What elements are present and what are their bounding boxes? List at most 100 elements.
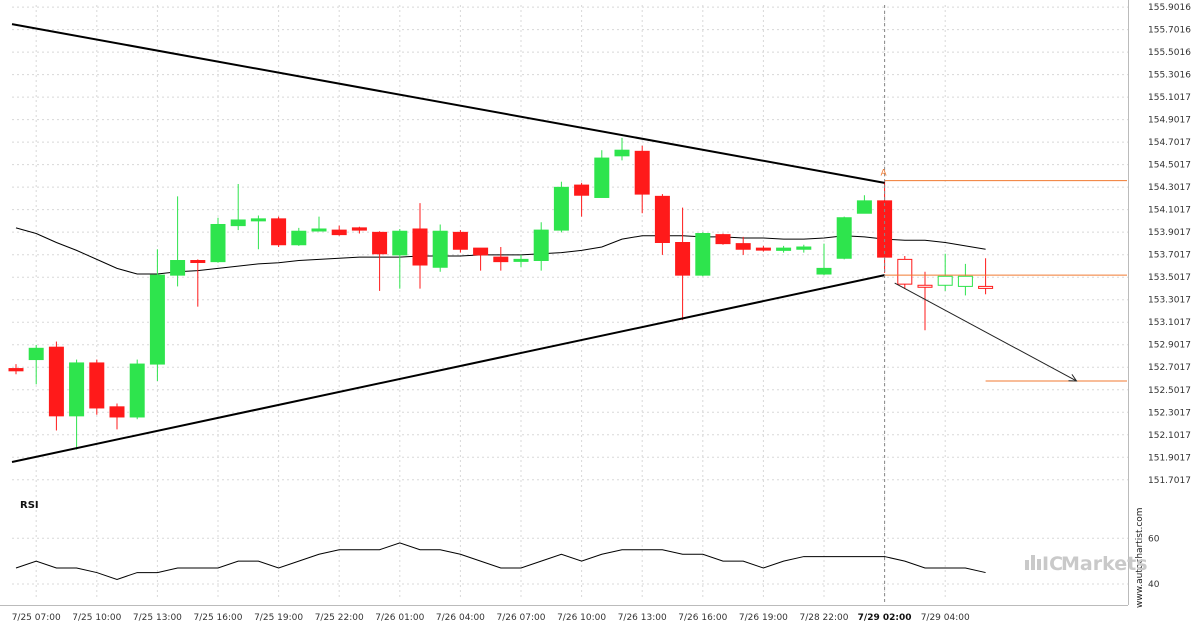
candle-body: [311, 228, 327, 232]
candle-body: [432, 230, 448, 268]
candle-body: [190, 260, 206, 264]
brand-bar-1: [1025, 560, 1029, 570]
candle-body: [271, 218, 287, 246]
projection-arrow-head: [1068, 374, 1078, 382]
candle-body: [28, 347, 44, 361]
candle-body: [594, 157, 610, 198]
candle-body: [48, 346, 64, 417]
candle-body: [675, 242, 691, 276]
x-tick-label: 7/29 04:00: [921, 613, 970, 623]
projection-arrow-line: [894, 282, 1077, 382]
brand-bar-2: [1031, 555, 1035, 570]
candle-body: [574, 184, 590, 196]
candle-body: [149, 274, 165, 365]
rsi-line: [15, 542, 986, 580]
y-tick-label: 152.1017: [1148, 431, 1191, 441]
x-tick-label: 7/26 01:00: [375, 613, 424, 623]
candle-body: [129, 363, 145, 418]
y-tick-label: 153.3017: [1148, 296, 1191, 306]
rsi-panel: RSI 60 40: [12, 500, 1160, 590]
y-tick-label: 152.5017: [1148, 386, 1191, 396]
y-tick-label: 154.7017: [1148, 138, 1191, 148]
candle-body: [614, 149, 630, 157]
brand-ic: IC: [1042, 553, 1063, 575]
candle-body: [69, 362, 85, 417]
x-tick-label: 7/25 19:00: [254, 613, 303, 623]
candle-body: [331, 229, 347, 236]
candle-body: [8, 368, 24, 372]
x-tick-label: 7/26 04:00: [436, 613, 485, 623]
x-tick-label: 7/25 16:00: [193, 613, 242, 623]
x-tick-label: 7/28 22:00: [799, 613, 848, 623]
candle-body: [755, 247, 771, 251]
x-tick-label: 7/26 13:00: [618, 613, 667, 623]
candle-body: [978, 285, 994, 289]
candle-body: [937, 275, 953, 286]
x-tick-label: 7/25 22:00: [315, 613, 364, 623]
y-tick-label: 152.3017: [1148, 408, 1191, 418]
x-tick-label: 7/26 10:00: [557, 613, 606, 623]
y-tick-label: 154.3017: [1148, 183, 1191, 193]
candle-body: [473, 247, 489, 256]
y-tick-label: 152.9017: [1148, 341, 1191, 351]
candle-body: [957, 275, 973, 287]
candles: [8, 137, 994, 450]
price-axis: 155.9016 155.7016 155.5016 155.3016 155.1017…: [1148, 3, 1191, 486]
pattern-overlays: A: [11, 5, 1127, 605]
x-tick-label: 7/25 13:00: [133, 613, 182, 623]
candle-body: [412, 228, 428, 266]
y-tick-label: 154.5017: [1148, 161, 1191, 171]
x-tick-label: 7/25 07:00: [12, 613, 61, 623]
candle-body: [250, 218, 266, 222]
y-tick-label: 155.9016: [1148, 3, 1191, 13]
y-tick-label: 151.7017: [1148, 476, 1191, 486]
x-tick-label: 7/26 16:00: [678, 613, 727, 623]
y-tick-label: 152.7017: [1148, 363, 1191, 373]
brand-bar-3: [1037, 559, 1041, 570]
candle-body: [553, 186, 569, 231]
candle-body: [735, 243, 751, 250]
candle-body: [776, 247, 792, 251]
candle-body: [816, 267, 832, 275]
y-tick-label: 155.1017: [1148, 93, 1191, 103]
candle-body: [634, 150, 650, 195]
candle-body: [654, 195, 670, 243]
candle-body: [695, 232, 711, 276]
y-tick-label: 153.5017: [1148, 273, 1191, 283]
candle-body: [170, 260, 186, 276]
rsi-tick-label: 60: [1148, 534, 1160, 544]
x-tick-label: 7/26 07:00: [496, 613, 545, 623]
candle-body: [291, 230, 307, 246]
candle-body: [715, 234, 731, 245]
lower-trendline: [11, 274, 885, 463]
x-tick-label: 7/26 19:00: [739, 613, 788, 623]
candle-body: [836, 217, 852, 259]
candle-body: [230, 219, 246, 227]
candle-body: [210, 223, 226, 263]
y-tick-label: 155.7016: [1148, 26, 1191, 36]
candle-body: [452, 231, 468, 250]
gridlines: [0, 0, 1129, 606]
candle-body: [89, 362, 105, 409]
candle-body: [372, 231, 388, 255]
candle-body: [796, 246, 812, 250]
candle-body: [897, 258, 913, 285]
y-tick-label: 153.9017: [1148, 228, 1191, 238]
candle-body: [917, 284, 933, 288]
x-tick-label: 7/29 02:00: [858, 613, 912, 623]
brand-markets: Markets: [1061, 553, 1148, 575]
candle-body: [533, 229, 549, 262]
candle-body: [392, 230, 408, 256]
brand-logo: IC Markets: [1025, 553, 1148, 575]
y-tick-label: 153.1017: [1148, 318, 1191, 328]
time-axis: 7/25 07:00 7/25 10:00 7/25 13:00 7/25 16:00…: [12, 613, 970, 623]
y-tick-label: 151.9017: [1148, 453, 1191, 463]
candle-body: [493, 256, 509, 263]
watermark: www.autochartist.com: [1135, 507, 1145, 608]
y-tick-label: 154.1017: [1148, 206, 1191, 216]
point-a-label: A: [881, 169, 888, 179]
candle-body: [856, 200, 872, 214]
y-tick-label: 155.5016: [1148, 48, 1191, 58]
candle-body: [351, 227, 367, 231]
